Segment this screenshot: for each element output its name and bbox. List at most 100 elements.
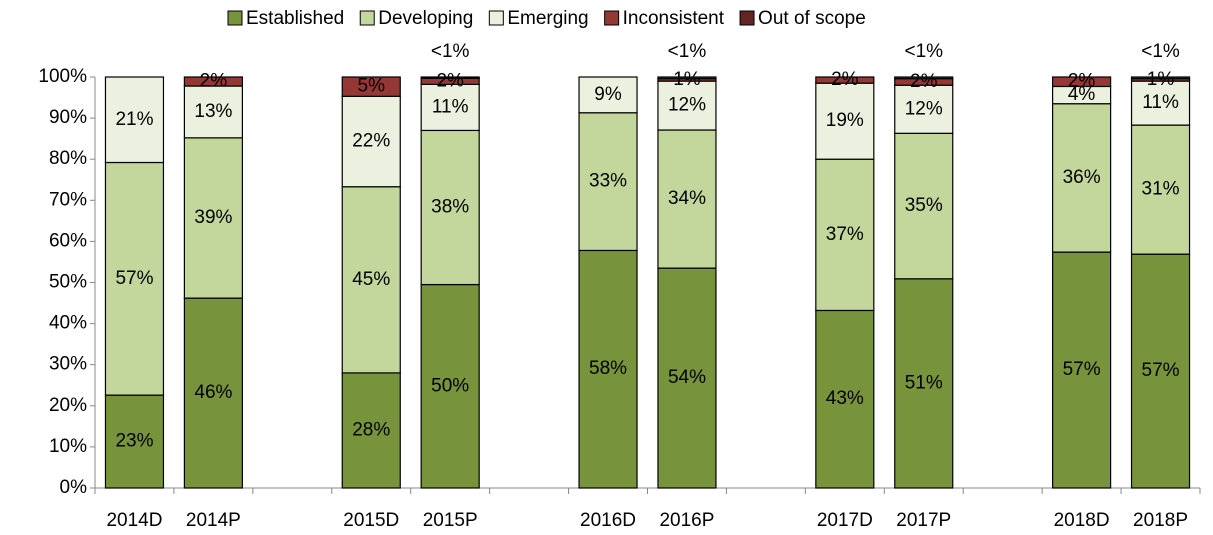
data-label: 58% — [589, 358, 627, 379]
data-label: 54% — [668, 367, 706, 388]
x-tick-label: 2014P — [186, 510, 241, 531]
bar-segment — [420, 76, 480, 79]
bar-segment — [815, 309, 875, 489]
bar-segment — [657, 76, 717, 80]
x-tick-label: 2014D — [106, 510, 162, 531]
x-tick-label: 2018D — [1054, 510, 1110, 531]
x-tick-label: 2018P — [1133, 510, 1188, 531]
bar-segment — [420, 129, 480, 286]
bar-segment — [183, 76, 243, 87]
data-label: 2% — [436, 70, 464, 91]
y-tick-label: 20% — [49, 395, 87, 416]
bar-segment — [341, 186, 401, 374]
legend-label: Out of scope — [758, 8, 866, 29]
data-label: 51% — [905, 372, 943, 393]
y-tick-label: 70% — [49, 189, 87, 210]
data-label: 57% — [1063, 359, 1101, 380]
bar-segment — [183, 137, 243, 299]
data-label: <1% — [668, 41, 707, 62]
data-label: 46% — [194, 382, 232, 403]
data-label: 50% — [431, 375, 469, 396]
bar-segment — [341, 372, 401, 489]
data-label: 1% — [1147, 69, 1175, 90]
x-tick-label: 2017P — [896, 510, 951, 531]
bar-segment — [894, 76, 954, 80]
data-label: 12% — [668, 95, 706, 116]
legend-swatch — [488, 10, 504, 26]
x-tick-label: 2016D — [580, 510, 636, 531]
data-label: 43% — [826, 388, 864, 409]
y-tick-label: 0% — [60, 477, 88, 498]
data-label: 36% — [1063, 167, 1101, 188]
bar-segment — [341, 76, 401, 97]
data-label: 37% — [826, 224, 864, 245]
y-tick-label: 30% — [49, 354, 87, 375]
data-label: 12% — [905, 98, 943, 119]
data-label: 38% — [431, 197, 469, 218]
x-tick-label: 2015P — [423, 510, 478, 531]
data-label: 22% — [352, 131, 390, 152]
data-label: 39% — [194, 207, 232, 228]
data-label: 28% — [352, 419, 390, 440]
bar-segment — [1130, 124, 1191, 255]
y-tick-label: 90% — [49, 107, 87, 128]
bar-segment — [815, 158, 875, 312]
data-label: 11% — [432, 96, 469, 117]
bar-segment — [815, 76, 875, 84]
y-tick-label: 40% — [49, 313, 87, 334]
bar-segment — [815, 82, 875, 160]
legend-swatch — [739, 10, 755, 26]
data-label: 13% — [194, 101, 232, 122]
bar-segment — [894, 84, 954, 134]
bar-segment — [578, 76, 638, 114]
bar-segment — [104, 394, 165, 489]
y-tick-label: 50% — [49, 272, 87, 293]
data-label: 57% — [115, 268, 153, 289]
data-label: 2% — [1068, 71, 1096, 92]
legend-label: Developing — [378, 8, 473, 29]
y-tick-label: 60% — [49, 230, 87, 251]
bar-segment — [1130, 76, 1191, 80]
data-label: <1% — [431, 41, 470, 62]
x-tick-label: 2017D — [817, 510, 873, 531]
bar-segment — [578, 249, 638, 489]
data-label: 34% — [668, 188, 706, 209]
data-label: 31% — [1142, 179, 1180, 200]
data-label: <1% — [904, 41, 943, 62]
legend-label: Emerging — [507, 8, 588, 29]
legend-swatch — [604, 10, 620, 26]
data-label: 9% — [594, 84, 622, 105]
y-tick-label: 80% — [49, 148, 87, 169]
bar-segment — [1052, 103, 1112, 253]
data-label: 2% — [200, 71, 228, 92]
bar-segment — [104, 76, 165, 164]
x-tick-label: 2015D — [343, 510, 399, 531]
data-label: 2% — [910, 71, 938, 92]
bar-segment — [183, 85, 243, 139]
data-label: 1% — [673, 69, 701, 90]
bar-segment — [894, 132, 954, 280]
data-label: 2% — [831, 69, 859, 90]
data-label: <1% — [1141, 41, 1180, 62]
data-label: 57% — [1142, 360, 1180, 381]
legend-swatch — [227, 10, 243, 26]
legend-label: Established — [246, 8, 344, 29]
data-label: 33% — [589, 171, 627, 192]
x-tick-label: 2016P — [659, 510, 714, 531]
bar-segment — [1052, 76, 1112, 88]
data-label: 23% — [115, 431, 153, 452]
data-label: 19% — [826, 110, 864, 131]
data-label: 21% — [115, 109, 153, 130]
data-label: 5% — [358, 76, 386, 97]
y-tick-label: 100% — [38, 66, 87, 87]
data-label: 4% — [1068, 84, 1096, 105]
bar-segment — [578, 112, 638, 252]
data-label: 35% — [905, 195, 943, 216]
y-tick-label: 10% — [49, 436, 87, 457]
data-label: 11% — [1142, 92, 1179, 113]
bar-segment — [1130, 253, 1191, 489]
bar-segment — [657, 129, 717, 269]
legend-swatch — [359, 10, 375, 26]
legend-label: Inconsistent — [623, 8, 725, 29]
